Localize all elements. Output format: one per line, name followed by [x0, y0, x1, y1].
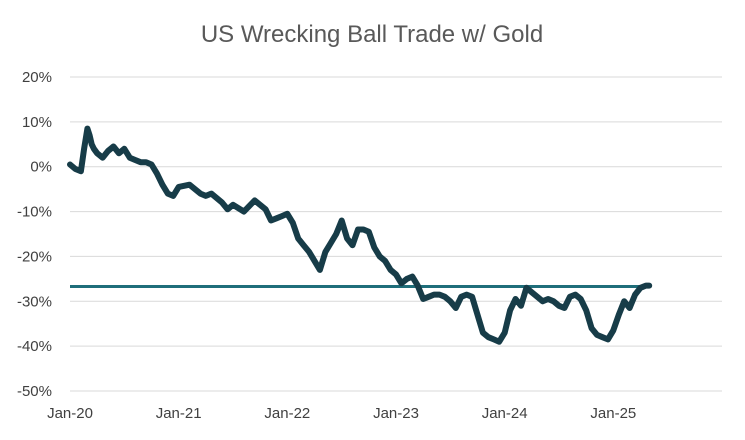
y-tick-label: -40%	[17, 338, 52, 355]
y-axis-ticks: 20% 10% 0% -10% -20% -30% -40% -50%	[17, 69, 52, 400]
x-axis-ticks: Jan-20 Jan-21 Jan-22 Jan-23 Jan-24 Jan-25	[47, 405, 636, 422]
gridlines	[70, 76, 722, 392]
x-tick-label: Jan-23	[373, 405, 419, 422]
x-tick-label: Jan-22	[264, 405, 310, 422]
chart-title: US Wrecking Ball Trade w/ Gold	[201, 21, 543, 48]
y-tick-label: -10%	[17, 204, 52, 221]
y-tick-label: -50%	[17, 383, 52, 400]
x-tick-label: Jan-21	[156, 405, 202, 422]
y-tick-label: -30%	[17, 293, 52, 310]
x-tick-label: Jan-20	[47, 405, 93, 422]
y-tick-label: 10%	[22, 114, 52, 131]
y-tick-label: -20%	[17, 248, 52, 265]
x-tick-label: Jan-24	[482, 405, 528, 422]
series-line	[67, 125, 653, 345]
y-tick-label: 0%	[30, 159, 52, 176]
series-group	[67, 125, 653, 345]
x-tick-label: Jan-25	[590, 405, 636, 422]
y-tick-label: 20%	[22, 69, 52, 86]
